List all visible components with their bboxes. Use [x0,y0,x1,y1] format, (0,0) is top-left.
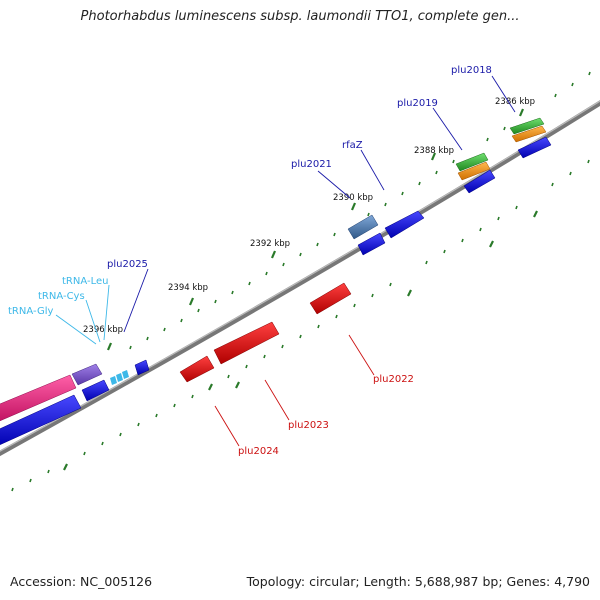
feature-purple[interactable] [71,363,103,386]
gene-plu2018[interactable] [509,117,552,159]
outer-tick-ring [129,71,591,350]
feature-rrna-pink[interactable] [0,374,77,423]
topology-text: Topology: circular; Length: 5,688,987 bp… [246,574,590,589]
inner-tick-ring [11,159,590,492]
label-plu2018: plu2018 [451,65,492,76]
leader-lines-red [214,334,375,447]
gene-plu2024[interactable] [179,355,215,383]
gene-plu2021[interactable] [347,214,386,256]
gene-plu2022[interactable] [309,282,352,315]
kbp-label-2388: 2388 kbp [414,146,454,156]
kbp-label-2386: 2386 kbp [495,97,535,107]
inner-major-ticks [63,210,538,471]
label-rfaZ: rfaZ [342,140,363,151]
kbp-label-2396: 2396 kbp [83,325,123,335]
gene-plu2023[interactable] [213,321,280,365]
label-trna-cys: tRNA-Cys [38,291,85,302]
label-trna-gly: tRNA-Gly [8,306,53,317]
feature-blue-small[interactable] [81,379,110,402]
label-plu2022: plu2022 [373,374,414,385]
leader-lines-cyan [55,284,110,345]
page-title: Photorhabdus luminescens subsp. laumondi… [80,9,520,24]
label-plu2023: plu2023 [288,420,329,431]
gene-rfaZ[interactable] [384,210,425,239]
label-plu2021: plu2021 [291,159,332,170]
leader-lines-blue [123,75,516,333]
accession-text: Accession: NC_005126 [10,574,153,589]
kbp-label-2390: 2390 kbp [333,193,373,203]
gene-plu2025[interactable] [134,359,150,376]
kbp-label-2392: 2392 kbp [250,239,290,249]
label-plu2024: plu2024 [238,446,279,457]
feature-blue-long[interactable] [0,394,82,447]
trna-cluster[interactable] [110,370,129,385]
label-trna-leu: tRNA-Leu [62,276,108,287]
label-plu2025: plu2025 [107,259,148,270]
label-plu2019: plu2019 [397,98,438,109]
outer-major-ticks [106,108,525,351]
gene-plu2019[interactable] [455,152,496,194]
kbp-label-2394: 2394 kbp [168,283,208,293]
